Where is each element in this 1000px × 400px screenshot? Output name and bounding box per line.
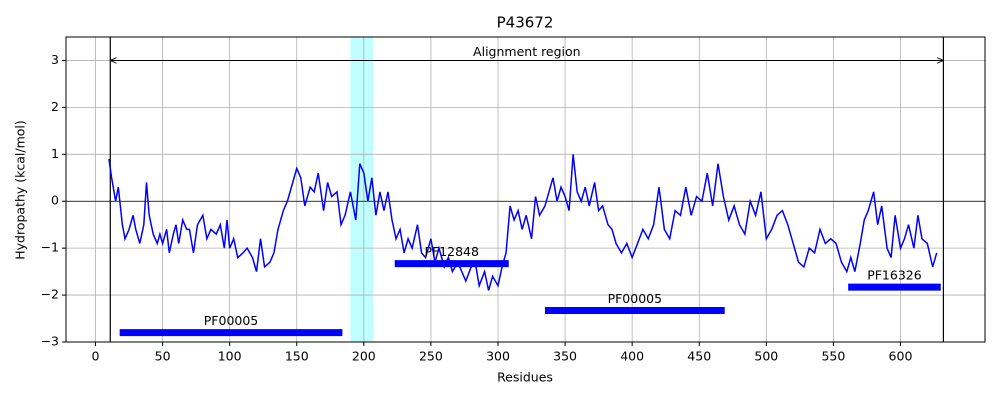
plot-frame xyxy=(65,36,986,343)
annotation: Alignment region xyxy=(473,44,581,59)
x-tick-label: 450 xyxy=(687,349,711,364)
domain-label: PF00005 xyxy=(204,313,259,328)
x-tick-label: 100 xyxy=(218,349,242,364)
y-tick-label: 0 xyxy=(51,193,59,208)
hydropathy-line xyxy=(108,154,938,291)
y-tick-label: 1 xyxy=(51,146,59,161)
x-tick-label: 350 xyxy=(553,349,577,364)
x-tick-label: 250 xyxy=(419,349,443,364)
x-tick-label: 400 xyxy=(620,349,644,364)
x-axis-label: Residues xyxy=(497,370,553,385)
x-tick-label: 300 xyxy=(486,349,510,364)
domain-label: PF00005 xyxy=(608,291,663,306)
x-tick-label: 50 xyxy=(155,349,171,364)
domain-label: PF16326 xyxy=(867,268,922,283)
x-tick-label: 500 xyxy=(754,349,778,364)
x-tick-label: 550 xyxy=(821,349,845,364)
chart-title: P43672 xyxy=(497,14,554,32)
x-tick-label: 200 xyxy=(352,349,376,364)
x-tick-label: 0 xyxy=(92,349,100,364)
y-tick-label: 3 xyxy=(51,52,59,67)
y-tick-label: 2 xyxy=(51,99,59,114)
y-tick-label: −3 xyxy=(41,334,59,349)
y-axis-label: Hydropathy (kcal/mol) xyxy=(13,120,28,260)
y-tick-label: −1 xyxy=(41,240,59,255)
domain-label: PF12848 xyxy=(424,244,479,259)
x-tick-label: 600 xyxy=(889,349,913,364)
highlight-span xyxy=(350,37,374,342)
y-tick-label: −2 xyxy=(41,287,59,302)
x-tick-label: 150 xyxy=(285,349,309,364)
